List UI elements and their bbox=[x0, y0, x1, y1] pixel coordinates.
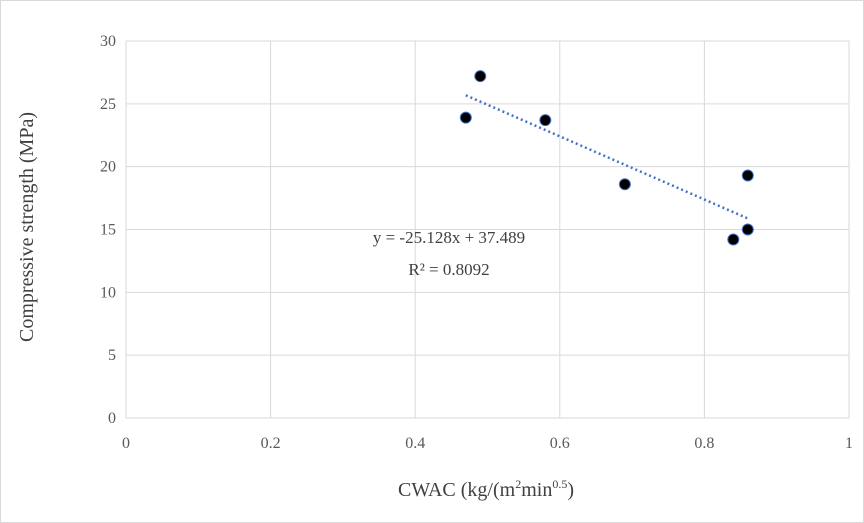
y-axis-title: Compressive strength (MPa) bbox=[16, 112, 38, 342]
y-tick-label: 10 bbox=[100, 284, 116, 301]
x-tick-label: 0.4 bbox=[405, 435, 425, 452]
y-tick-label: 25 bbox=[100, 96, 116, 113]
x-tick-label: 1 bbox=[845, 435, 853, 452]
x-tick-label: 0 bbox=[122, 435, 130, 452]
y-tick-label: 20 bbox=[100, 159, 116, 176]
y-tick-label: 30 bbox=[100, 33, 116, 50]
x-tick-label: 0.6 bbox=[550, 435, 570, 452]
data-point bbox=[474, 70, 487, 83]
x-tick-label: 0.2 bbox=[261, 435, 281, 452]
x-axis-title-sup2: 0.5 bbox=[552, 477, 567, 491]
trendline-equation: y = -25.128x + 37.489 bbox=[373, 228, 525, 247]
x-axis-title-end: ) bbox=[567, 479, 574, 501]
x-tick-label: 0.8 bbox=[694, 435, 714, 452]
trendline-r-squared: R² = 0.8092 bbox=[408, 260, 489, 279]
trendline bbox=[465, 94, 749, 220]
data-point bbox=[618, 178, 631, 191]
data-point bbox=[741, 169, 754, 182]
data-point bbox=[459, 111, 472, 124]
y-tick-label: 5 bbox=[108, 347, 116, 364]
grid-lines bbox=[125, 40, 850, 419]
x-axis-title-main: CWAC (kg/(m bbox=[398, 479, 516, 501]
y-tick-label: 15 bbox=[100, 222, 116, 239]
data-point bbox=[741, 223, 754, 236]
x-axis-title-sup1: 2 bbox=[515, 477, 521, 491]
data-points bbox=[459, 70, 754, 246]
data-point bbox=[539, 114, 552, 127]
y-tick-label: 0 bbox=[108, 410, 116, 427]
x-axis-title-mid: min bbox=[521, 479, 552, 501]
data-point bbox=[727, 233, 740, 246]
tick-labels: 0 5 10 15 20 25 30 0 0.2 0.4 0.6 0.8 1 bbox=[100, 33, 853, 452]
x-axis-title: CWAC (kg/(m2min0.5) bbox=[398, 477, 574, 501]
